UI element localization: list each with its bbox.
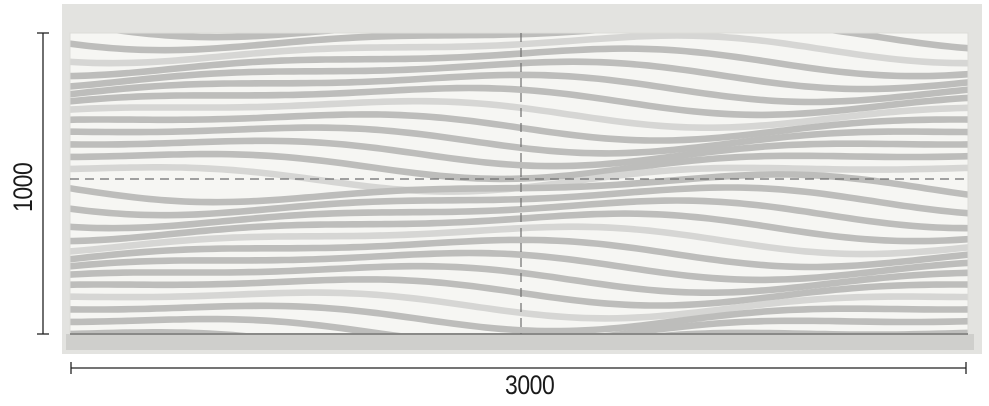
wave-stripe bbox=[70, 302, 968, 334]
wave-stripe bbox=[70, 111, 968, 144]
wave-stripe bbox=[70, 124, 968, 157]
wave-stripe bbox=[70, 33, 968, 67]
wave-stripe bbox=[70, 197, 968, 232]
width-dimension bbox=[70, 362, 967, 374]
wave-stripe bbox=[70, 223, 968, 258]
wave-stripe bbox=[70, 315, 968, 334]
width-dimension-label: 3000 bbox=[505, 370, 555, 400]
wave-stripe bbox=[70, 262, 968, 296]
wave-stripe bbox=[70, 236, 968, 271]
wave-stripe bbox=[70, 171, 968, 206]
wave-stripe bbox=[70, 137, 968, 170]
wave-stripe bbox=[70, 45, 968, 80]
wave-stripe bbox=[70, 71, 968, 106]
height-dimension-label: 1000 bbox=[8, 162, 38, 212]
wave-stripe bbox=[70, 58, 968, 93]
backdrop-shadow bbox=[66, 334, 974, 350]
wave-stripe bbox=[113, 33, 340, 41]
wave-stripe bbox=[70, 289, 968, 322]
wave-stripe bbox=[70, 184, 968, 219]
wave-stripe bbox=[70, 84, 968, 119]
wave-stripe bbox=[70, 150, 968, 183]
height-dimension bbox=[37, 32, 49, 335]
wave-stripe bbox=[70, 210, 968, 245]
wave-stripe bbox=[70, 276, 968, 309]
wave-stripe bbox=[70, 329, 968, 334]
wave-pattern bbox=[70, 33, 968, 334]
wave-stripe bbox=[70, 249, 968, 284]
wave-stripe bbox=[70, 97, 968, 131]
wave-stripe bbox=[70, 33, 968, 54]
